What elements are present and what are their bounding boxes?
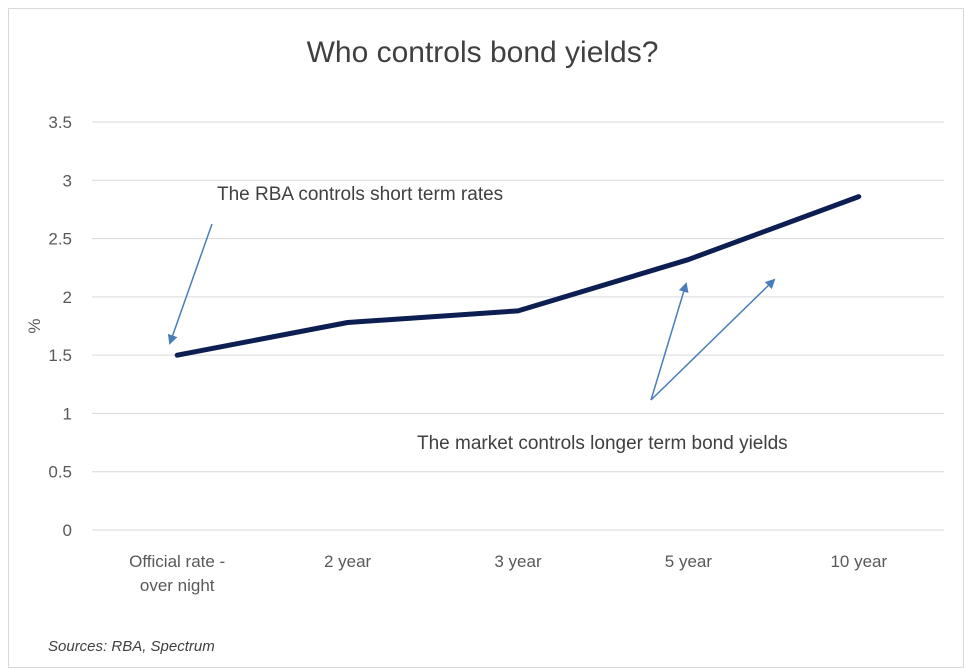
x-tick-label: 5 year	[665, 552, 713, 571]
y-tick-label: 3	[63, 171, 72, 190]
y-tick-label: 1.5	[48, 346, 72, 365]
x-tick-label: 3 year	[494, 552, 542, 571]
x-tick-label: Official rate -over night	[129, 552, 225, 595]
annotation-rba: The RBA controls short term rates	[217, 184, 503, 205]
x-tick-label: 10 year	[830, 552, 887, 571]
y-tick-label: 2.5	[48, 230, 72, 249]
y-tick-label: 3.5	[48, 113, 72, 132]
y-tick-label: 0.5	[48, 463, 72, 482]
y-axis-label: %	[25, 318, 44, 333]
x-tick-label: 2 year	[324, 552, 372, 571]
y-tick-label: 2	[63, 288, 72, 307]
series-line	[177, 197, 859, 356]
annotation-arrow	[170, 224, 212, 343]
y-tick-label: 1	[63, 404, 72, 423]
source-note: Sources: RBA, Spectrum	[48, 638, 215, 655]
y-tick-label: 0	[63, 521, 72, 540]
annotation-market: The market controls longer term bond yie…	[417, 433, 788, 454]
